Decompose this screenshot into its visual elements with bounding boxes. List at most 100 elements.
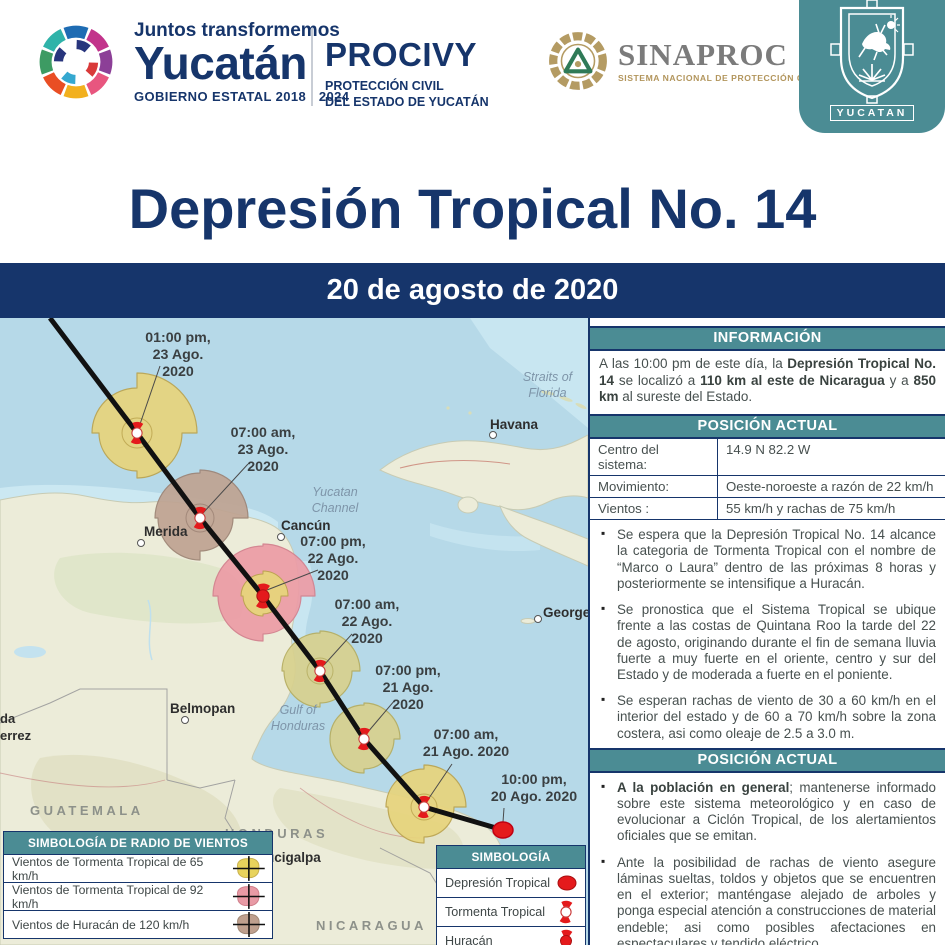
forecast-bullet-2: Se pronostica que el Sistema Tropical se… bbox=[600, 601, 936, 683]
yucatan-government-logo: Juntos transformemos Yucatán GOBIERNO ES… bbox=[30, 16, 349, 108]
position-section-header: POSICIÓN ACTUAL bbox=[590, 414, 945, 440]
info-bold-distance-southeast: 850 km bbox=[599, 372, 936, 405]
wind-radius-pink-icon bbox=[233, 884, 266, 909]
position-row-winds-label: Vientos : bbox=[590, 498, 717, 521]
track-label-3-date: 22 Ago. 2020 bbox=[307, 550, 359, 584]
country-label-nicaragua: NICARAGUA bbox=[316, 918, 427, 933]
recommendation-bold-lead: A la población en general bbox=[617, 779, 790, 795]
sea-label-gulf-line1: Gulf of bbox=[279, 703, 317, 717]
track-label-3: 07:00 pm, 22 Ago. 2020 bbox=[290, 534, 376, 584]
track-label-2-date: 23 Ago. 2020 bbox=[237, 441, 289, 475]
page-title: Depresión Tropical No. 14 bbox=[128, 177, 817, 240]
sea-label-straits-line2: Florida bbox=[528, 385, 567, 400]
track-label-7-date: 20 Ago. 2020 bbox=[490, 788, 578, 805]
city-label-belmopan: Belmopan bbox=[170, 701, 236, 716]
procivy-dept-line1: PROTECCIÓN CIVIL bbox=[325, 79, 444, 93]
position-row-movement-label: Movimiento: bbox=[590, 476, 717, 499]
sea-label-gulf-line2: Honduras bbox=[270, 718, 326, 733]
legend-label-hurricane: Huracán bbox=[445, 934, 493, 945]
track-label-7: 10:00 pm, 20 Ago. 2020 bbox=[488, 772, 580, 806]
city-marker-cancun bbox=[277, 533, 285, 541]
wind-radius-tan-icon bbox=[233, 912, 265, 937]
legend-label-winds-92: Vientos de Tormenta Tropical de 92 km/h bbox=[12, 882, 204, 911]
info-text: al sureste del Estado. bbox=[618, 389, 753, 405]
legend-row-tropical-storm: Tormenta Tropical bbox=[437, 898, 585, 927]
legend-row-winds-65: Vientos de Tormenta Tropical de 65 km/h bbox=[4, 855, 272, 883]
recommendation-bullet-1: A la población en general; mantenerse in… bbox=[600, 779, 937, 845]
city-label-havana: Havana bbox=[490, 417, 539, 432]
procivy-dept-line2: DEL ESTADO DE YUCATÁN bbox=[325, 94, 489, 109]
gov-tagline: Juntos transformemos bbox=[134, 19, 340, 41]
city-label-cancun: Cancún bbox=[281, 518, 331, 533]
sea-label-channel-line2: Channel bbox=[311, 500, 359, 515]
sinaproc-subline: SISTEMA NACIONAL DE PROTECCIÓN CIVIL bbox=[618, 73, 822, 83]
track-label-5: 07:00 pm, 21 Ago. 2020 bbox=[365, 663, 451, 713]
legend-label-tropical-storm: Tormenta Tropical bbox=[445, 905, 546, 919]
wind-radius-legend: SIMBOLOGÍA DE RADIO DE VIENTOS Vientos d… bbox=[3, 831, 273, 939]
yucatan-shield-icon bbox=[830, 0, 914, 104]
position-row-winds-value: 55 km/h y rachas de 75 km/h bbox=[717, 498, 945, 521]
track-label-2-time: 07:00 am, bbox=[230, 425, 296, 441]
storm-track-line bbox=[48, 318, 504, 833]
sinaproc-emblem-icon bbox=[549, 32, 607, 90]
info-text: y a bbox=[884, 372, 914, 388]
track-label-2: 07:00 am, 23 Ago. 2020 bbox=[220, 425, 306, 475]
wind-radius-legend-title: SIMBOLOGÍA DE RADIO DE VIENTOS bbox=[4, 832, 272, 855]
info-panel: INFORMACIÓN A las 10:00 pm de este día, … bbox=[588, 318, 945, 945]
sea-label-straits-of-florida: Straits of Florida bbox=[505, 370, 588, 401]
date-banner-text: 20 de agosto de 2020 bbox=[326, 274, 619, 306]
recommendations-bullet-list: A la población en general; mantenerse in… bbox=[590, 773, 945, 945]
track-label-4: 07:00 am, 22 Ago. 2020 bbox=[324, 597, 410, 647]
legend-row-depression: Depresión Tropical bbox=[437, 869, 585, 898]
forecast-bullet-1: Se espera que la Depresión Tropical No. … bbox=[600, 526, 936, 592]
info-paragraph: A las 10:00 pm de este día, la Depresión… bbox=[590, 351, 945, 414]
date-banner: 20 de agosto de 2020 bbox=[0, 263, 945, 318]
shield-state-label: YUCATAN bbox=[829, 105, 915, 121]
track-label-1-date: 23 Ago. 2020 bbox=[152, 346, 204, 380]
city-marker-havana bbox=[489, 431, 497, 439]
info-text: se localizó a bbox=[614, 372, 701, 388]
track-point-symbols bbox=[123, 418, 514, 839]
recommendations-section-header: POSICIÓN ACTUAL bbox=[590, 747, 945, 773]
forecast-bullet-list: Se espera que la Depresión Tropical No. … bbox=[590, 520, 945, 748]
sea-label-straits-line1: Straits of bbox=[522, 370, 573, 384]
track-label-4-date: 22 Ago. 2020 bbox=[341, 613, 393, 647]
city-marker-merida bbox=[137, 539, 145, 547]
label-leader-lines bbox=[138, 365, 505, 823]
track-label-5-date: 21 Ago. 2020 bbox=[382, 679, 434, 713]
city-label-george-town: George Town bbox=[543, 605, 588, 620]
map-canvas bbox=[0, 318, 588, 945]
city-marker-george-town bbox=[534, 615, 542, 623]
city-marker-belmopan bbox=[181, 716, 189, 724]
position-row-center-label: Centro del sistema: bbox=[590, 439, 717, 477]
hurricane-icon bbox=[560, 929, 573, 945]
storm-symbols-legend: SIMBOLOGÍA Depresión Tropical Tormenta T… bbox=[436, 845, 586, 945]
legend-label-winds-65: Vientos de Tormenta Tropical de 65 km/h bbox=[12, 854, 204, 883]
sinaproc-logo: SINAPROC SISTEMA NACIONAL DE PROTECCIÓN … bbox=[547, 30, 822, 92]
position-row-center-value: 14.9 N 82.2 W bbox=[717, 439, 945, 477]
track-label-4-time: 07:00 am, bbox=[334, 597, 400, 613]
header-bar: Juntos transformemos Yucatán GOBIERNO ES… bbox=[0, 0, 945, 150]
track-label-1-time: 01:00 pm, bbox=[145, 330, 211, 346]
city-label-merida: Merida bbox=[144, 524, 188, 539]
procivy-logo: PROCIVY PROTECCIÓN CIVIL DEL ESTADO DE Y… bbox=[325, 38, 489, 110]
legend-label-depression: Depresión Tropical bbox=[445, 876, 550, 890]
info-bold-distance-east: 110 km al este de Nicaragua bbox=[700, 372, 885, 388]
sea-label-gulf-of-honduras: Gulf of Honduras bbox=[258, 703, 338, 734]
track-label-5-time: 07:00 pm, bbox=[375, 663, 441, 679]
recommendation-lead-rest: ; mantenerse informado sobre este sistem… bbox=[617, 779, 937, 844]
wind-radius-yellow-icon bbox=[233, 856, 266, 881]
track-label-7-time: 10:00 pm, bbox=[501, 772, 567, 788]
legend-label-winds-120: Vientos de Huracán de 120 km/h bbox=[12, 917, 190, 932]
position-table: Centro del sistema: 14.9 N 82.2 W Movimi… bbox=[590, 439, 945, 521]
info-text: A las 10:00 pm de este día, la bbox=[599, 356, 788, 371]
tropical-storm-icon bbox=[559, 900, 573, 924]
track-label-3-time: 07:00 pm, bbox=[300, 534, 366, 550]
info-section-header: INFORMACIÓN bbox=[590, 326, 945, 351]
track-label-6-time: 07:00 am, bbox=[433, 727, 499, 743]
city-label-cut-1: da bbox=[0, 711, 16, 726]
procivy-name: PROCIVY bbox=[325, 36, 478, 73]
recommendation-bullet-2: Ante la posibilidad de rachas de viento … bbox=[600, 854, 936, 945]
yucatan-shield-card: YUCATAN bbox=[799, 0, 945, 133]
